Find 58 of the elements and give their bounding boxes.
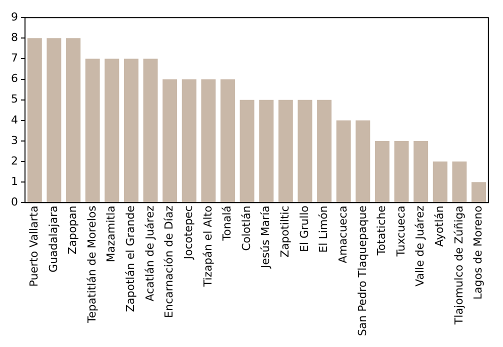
y-tick-label: 8 bbox=[11, 31, 18, 44]
bar bbox=[317, 100, 332, 202]
bar bbox=[85, 58, 100, 202]
x-tick-label: Tizapán el Alto bbox=[201, 205, 214, 288]
bar bbox=[259, 100, 274, 202]
x-tick-label: Puerto Vallarta bbox=[28, 206, 41, 287]
x-tick-label: Valle de Juárez bbox=[414, 205, 427, 286]
x-tick-label: Mazamitla bbox=[104, 206, 118, 262]
x-tick-label: Tlajomulco de Zúñiga bbox=[452, 206, 466, 326]
bar bbox=[240, 100, 254, 202]
x-tick-label: Lagos de Moreno bbox=[472, 205, 485, 300]
bar bbox=[394, 140, 409, 202]
y-tick-label: 4 bbox=[11, 113, 18, 126]
y-tick-label: 7 bbox=[11, 52, 18, 65]
x-tick-label: Jocotepec bbox=[182, 206, 195, 260]
x-tick-label: El Grullo bbox=[298, 205, 311, 252]
bar bbox=[66, 38, 81, 202]
x-tick-label: Tonalá bbox=[220, 206, 234, 242]
x-tick-label: Guadalajara bbox=[46, 206, 60, 272]
y-tick-label: 1 bbox=[11, 174, 18, 188]
x-tick-label: Totatiche bbox=[375, 205, 388, 256]
y-tick-label: 3 bbox=[11, 134, 18, 147]
x-tick-label: Ayotlán bbox=[433, 206, 446, 247]
x-tick-label: Zapotiltic bbox=[278, 206, 292, 258]
bar bbox=[124, 58, 138, 202]
x-tick-label: Zapotlán el Grande bbox=[124, 205, 138, 312]
bar bbox=[452, 162, 467, 202]
x-tick-label: Tepatitlán de Morelos bbox=[85, 205, 98, 324]
bar bbox=[414, 140, 428, 202]
bar bbox=[278, 100, 293, 202]
x-tick-label: El Limón bbox=[317, 206, 330, 253]
bar bbox=[298, 100, 312, 202]
x-tick-label: Amacueca bbox=[336, 206, 350, 264]
x-tick-label: Encarnación de Díaz bbox=[162, 205, 176, 318]
bar bbox=[472, 182, 486, 202]
x-tick-label: San Pedro Tlaquepaque bbox=[356, 205, 369, 336]
y-tick-label: 0 bbox=[11, 195, 18, 208]
y-tick-label: 9 bbox=[11, 10, 18, 24]
x-tick-label: Acatlán de Juárez bbox=[143, 205, 156, 302]
bar bbox=[104, 58, 120, 202]
bar bbox=[182, 79, 196, 202]
x-tick-label: Zapopan bbox=[66, 206, 80, 254]
bar bbox=[374, 140, 390, 202]
x-tick-label: Jesús María bbox=[259, 206, 272, 270]
bar bbox=[432, 162, 448, 202]
x-tick-label: Colotlán bbox=[240, 206, 253, 251]
bar bbox=[336, 120, 351, 202]
bar bbox=[27, 38, 42, 202]
bar bbox=[201, 79, 216, 202]
bar bbox=[356, 120, 370, 202]
y-tick-label: 2 bbox=[11, 154, 18, 168]
y-tick-label: 6 bbox=[11, 72, 18, 86]
bar bbox=[46, 38, 62, 202]
x-tick-label: Tuxcueca bbox=[394, 206, 408, 258]
bar bbox=[220, 79, 235, 202]
bar bbox=[162, 79, 178, 202]
y-tick-label: 5 bbox=[11, 92, 18, 106]
bar bbox=[143, 58, 158, 202]
